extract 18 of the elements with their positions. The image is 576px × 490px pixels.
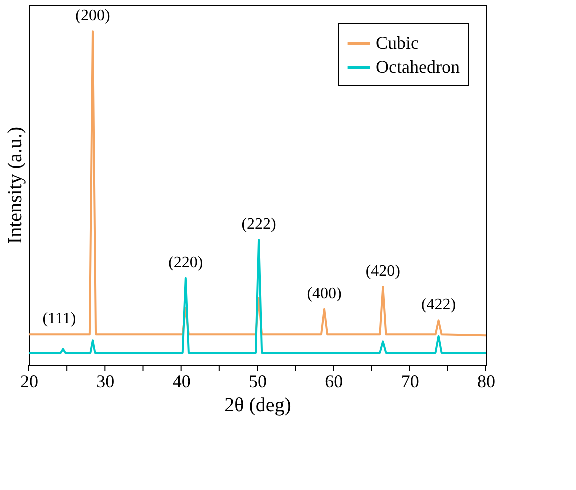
x-tick-label: 40 (172, 372, 191, 392)
legend-label: Octahedron (376, 57, 460, 77)
x-tick-label: 80 (478, 372, 496, 392)
x-axis-title: 2θ (deg) (224, 394, 292, 416)
annotation: (222) (242, 216, 276, 233)
x-tick-label: 30 (96, 372, 115, 392)
y-axis-title: Intensity (a.u.) (4, 126, 26, 244)
annotation: (220) (168, 254, 204, 272)
x-tick-label: 60 (325, 372, 344, 392)
annotation: (420) (366, 263, 401, 280)
x-tick-label: 50 (249, 372, 267, 392)
annotation: (200) (76, 8, 110, 25)
x-tick-label: 70 (401, 372, 420, 392)
annotation: (422) (421, 296, 456, 314)
annotation: (111) (42, 310, 76, 328)
annotation: (400) (307, 285, 342, 302)
x-tick-label: 20 (20, 372, 38, 392)
legend-label: Cubic (376, 33, 420, 53)
